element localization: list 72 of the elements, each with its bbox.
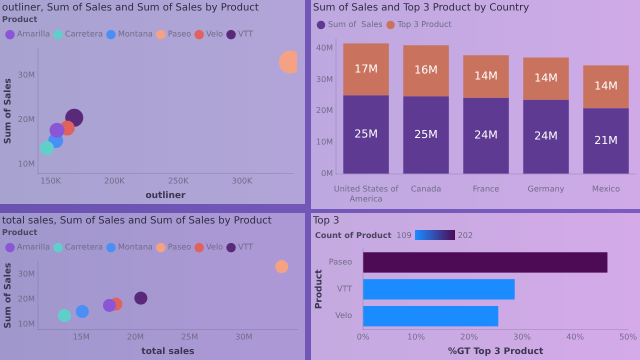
y-tick-label: 20M <box>316 106 334 116</box>
y-tick-label: VTT <box>337 284 352 294</box>
y-tick-label: 10M <box>18 160 35 169</box>
x-tick-label: 200K <box>104 176 126 186</box>
data-label: 25M <box>354 127 378 140</box>
y-tick-label: 20M <box>18 294 35 304</box>
data-label: 17M <box>354 62 378 76</box>
x-tick-label: 15M <box>72 332 90 342</box>
x-tick-label: Germany <box>528 184 565 194</box>
y-axis-title: Sum of Sales <box>4 78 14 144</box>
y-axis-title: Sum of Sales <box>4 262 14 328</box>
x-tick-label: 20M <box>126 332 144 342</box>
x-tick-label: 30% <box>513 332 532 342</box>
x-tick-label: 50% <box>619 332 638 342</box>
legend-label: Amarilla <box>17 242 50 252</box>
data-label: 14M <box>594 80 618 93</box>
legend-title: Product <box>2 228 38 238</box>
legend-label: Paseo <box>168 30 192 39</box>
legend-label: Paseo <box>168 242 192 252</box>
data-label: 21M <box>594 134 618 147</box>
y-axis-title: Product <box>314 268 325 310</box>
x-tick-label: 40% <box>566 332 584 342</box>
x-tick-label: 250K <box>168 176 190 186</box>
x-tick-label: 300K <box>232 176 253 186</box>
x-tick-label: Canada <box>410 184 442 194</box>
chart-title: outliner, Sum of Sales and Sum of Sales by Product <box>2 2 259 14</box>
x-tick-label: 150K <box>40 176 62 186</box>
legend-label: Top 3 Product <box>396 20 452 30</box>
data-label: 24M <box>474 128 498 142</box>
legend-label: VTT <box>238 30 254 39</box>
x-tick-label: 20% <box>460 332 478 342</box>
data-label: 14M <box>474 69 498 82</box>
legend-label: Sum of Sales <box>328 20 383 30</box>
x-tick-label: Mexico <box>592 184 620 194</box>
data-label: 14M <box>534 72 558 85</box>
legend-label: Carretera <box>65 242 104 252</box>
x-tick-label: 10% <box>407 332 426 342</box>
legend-label: Velo <box>206 30 224 39</box>
x-tick-label: 30M <box>235 332 252 342</box>
text: 109 <box>396 230 412 240</box>
y-tick-label: 30M <box>18 70 35 80</box>
legend-label: Amarilla <box>17 30 50 39</box>
y-tick-label: 30M <box>18 269 35 278</box>
y-tick-label: Velo <box>335 311 352 320</box>
x-axis-title: total sales <box>141 346 194 357</box>
text: 202 <box>458 230 473 240</box>
x-tick-label: 25M <box>181 332 198 342</box>
x-axis-title: outliner <box>145 190 186 201</box>
data-label: 24M <box>534 130 558 143</box>
legend-label: Montana <box>118 242 153 252</box>
y-tick-label: 40M <box>316 43 334 52</box>
legend-label: VTT <box>238 242 254 252</box>
chart-title: Top 3 <box>312 216 340 227</box>
y-tick-label: 30M <box>316 74 334 84</box>
legend-label: Carretera <box>65 30 104 39</box>
legend-title: Product <box>2 15 38 24</box>
y-tick-label: 10M <box>18 320 35 329</box>
legend-label: Velo <box>206 242 224 252</box>
y-tick-label: 10M <box>316 138 334 147</box>
y-tick-label: Paseo <box>328 258 352 267</box>
data-label: 16M <box>414 64 438 77</box>
y-tick-label: 20M <box>18 115 35 124</box>
legend-label: Montana <box>118 30 153 39</box>
x-tick-label: France <box>472 184 500 194</box>
x-axis-title: %GT Top 3 Product <box>448 346 544 357</box>
chart-title: Sum of Sales and Top 3 Product by Country <box>313 2 530 14</box>
color-bar-title: Count of Product <box>315 230 392 240</box>
chart-title: total sales, Sum of Sales and Sum of Sales by Product <box>2 216 272 227</box>
data-label: 25M <box>414 128 438 141</box>
x-tick-label: United States of America <box>334 184 398 204</box>
x-tick-label: 0% <box>356 332 370 342</box>
y-tick-label: 0M <box>321 168 334 178</box>
